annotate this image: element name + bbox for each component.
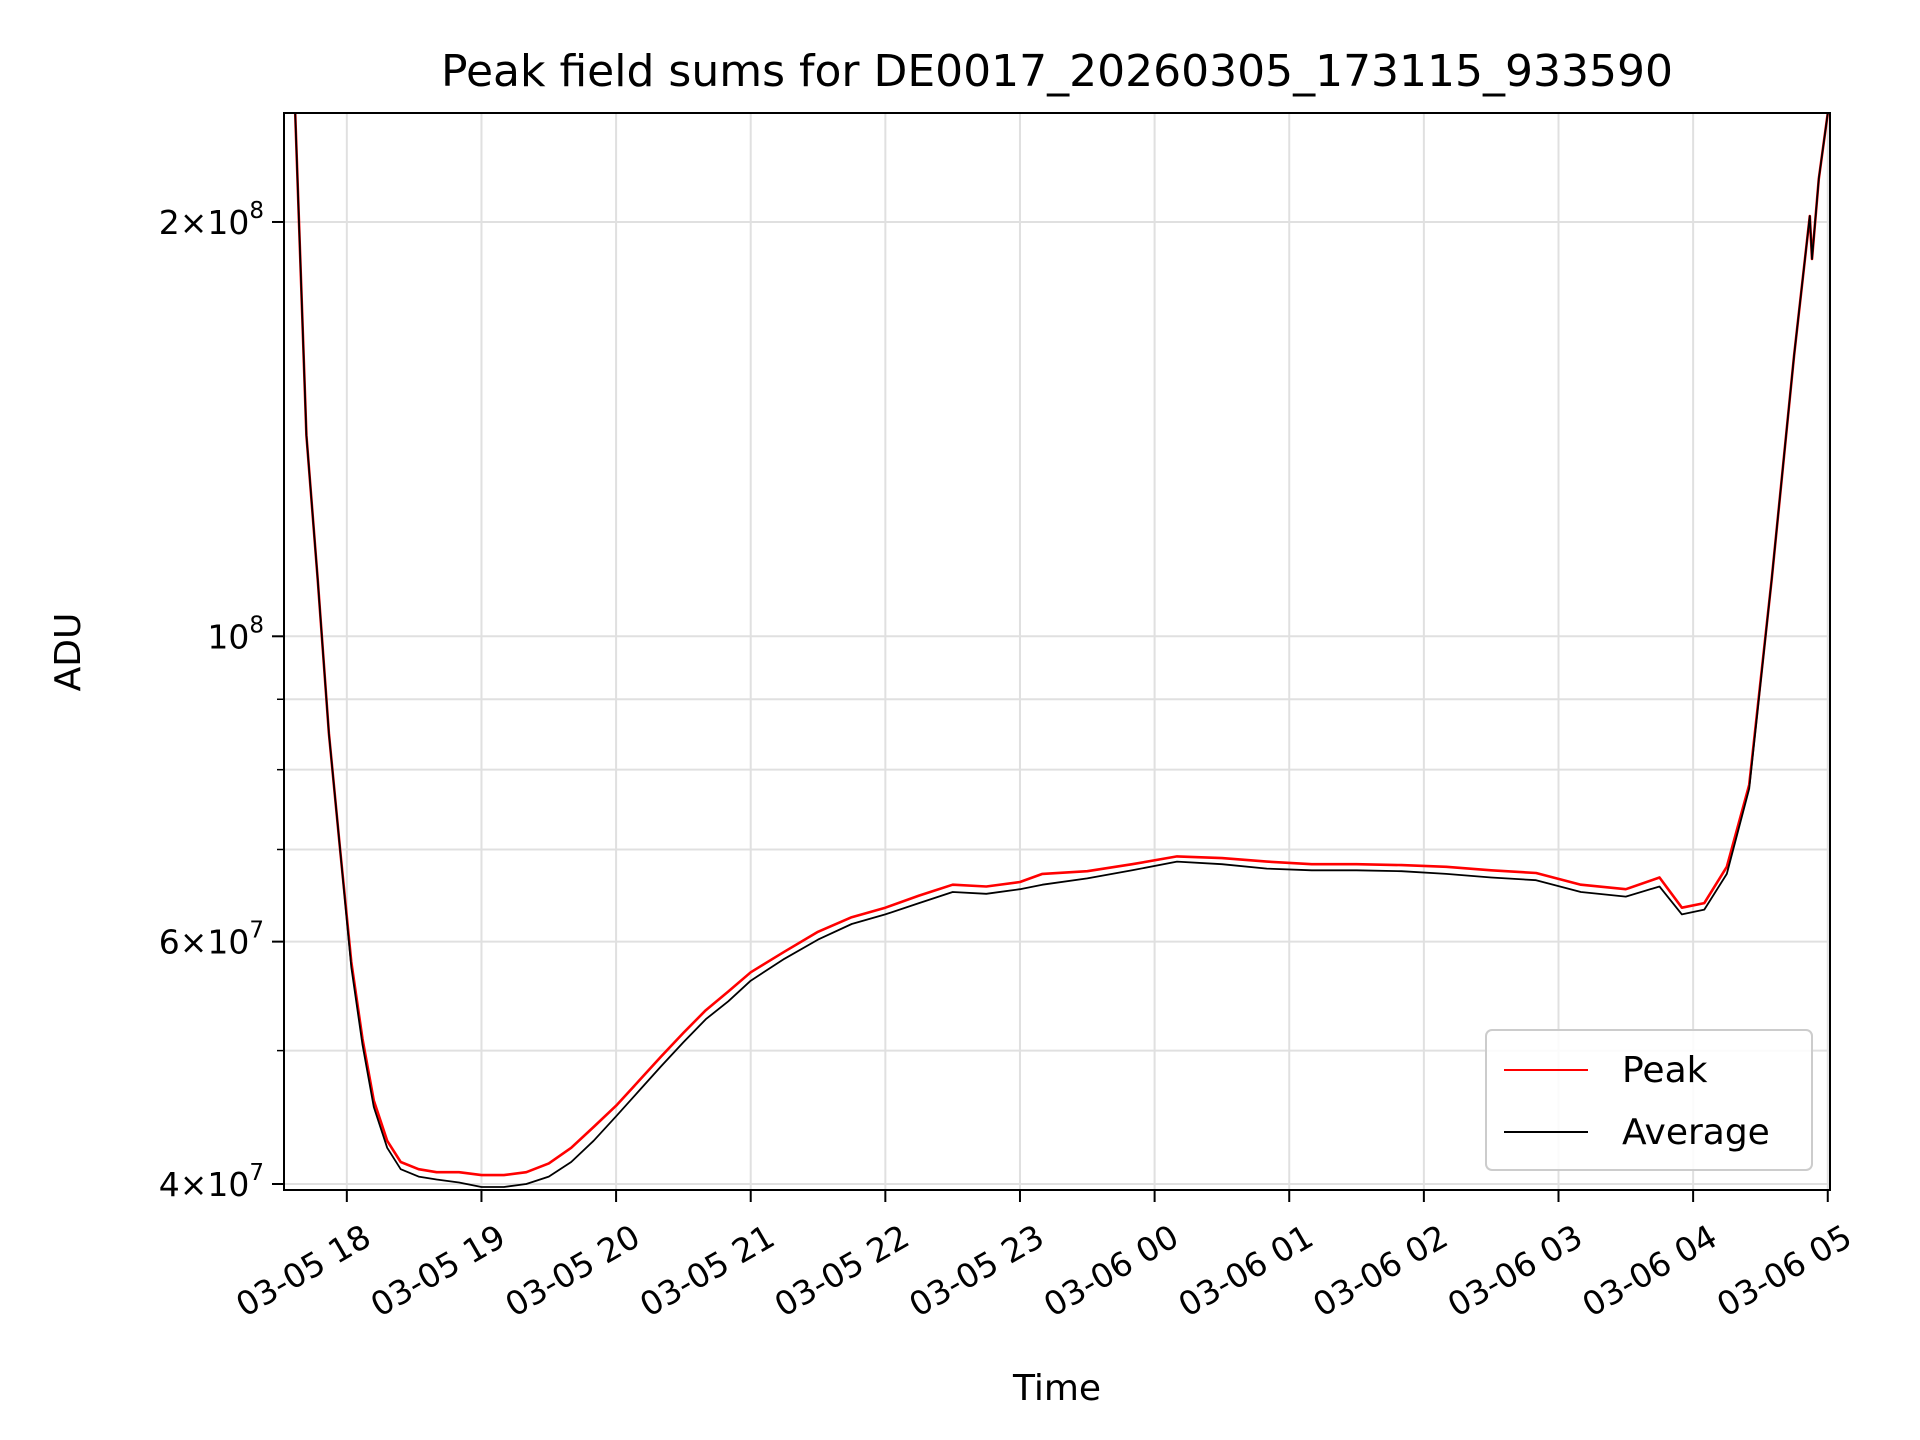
chart-title: Peak field sums for DE0017_20260305_1731… [441, 46, 1673, 97]
x-axis-label: Time [1012, 1368, 1101, 1409]
legend: Peak Average [1485, 1029, 1813, 1171]
gridlines [284, 113, 1830, 1190]
y-tick-label: 4×107 [159, 1160, 264, 1204]
legend-label: Peak [1622, 1050, 1708, 1091]
y-tick-label: 108 [207, 612, 264, 656]
plot-area [284, 113, 1830, 1190]
legend-label: Average [1622, 1112, 1770, 1153]
series-group [293, 113, 1830, 1188]
y-axis-label: ADU [48, 613, 89, 692]
series-line-peak [293, 113, 1830, 1177]
y-axis: 4×107 6×107 108 2×108 [159, 198, 284, 1204]
plot-frame [283, 112, 1831, 1191]
y-tick-label: 6×107 [159, 918, 264, 962]
y-tick-label: 2×108 [159, 198, 264, 242]
series-line-average [294, 113, 1829, 1188]
legend-box [1485, 1029, 1813, 1171]
